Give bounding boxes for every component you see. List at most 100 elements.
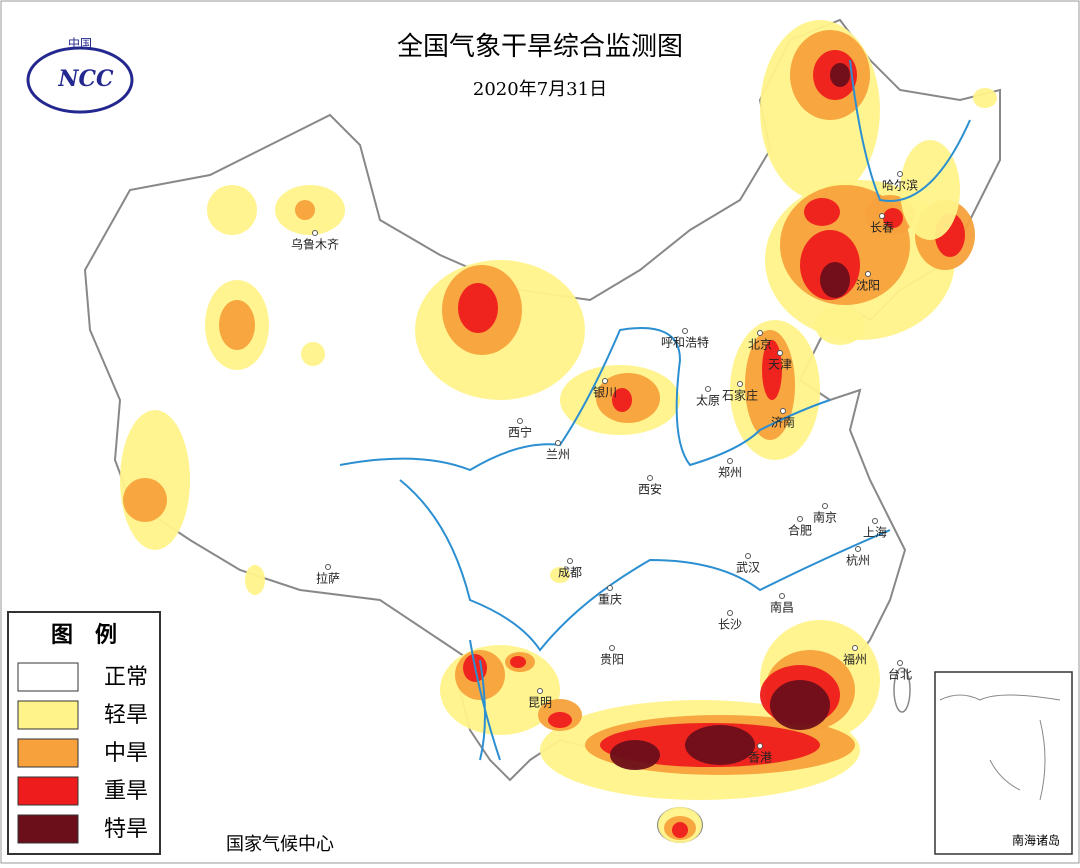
- drought-area: [815, 305, 865, 345]
- drought-area: [123, 478, 167, 522]
- drought-area: [245, 565, 265, 595]
- drought-area: [295, 200, 315, 220]
- city-dot: [897, 171, 903, 177]
- city-dot: [879, 213, 885, 219]
- city-label: 太原: [696, 393, 720, 408]
- legend-label: 中旱: [104, 741, 148, 766]
- city-dot: [727, 458, 733, 464]
- drought-area: [219, 300, 255, 350]
- city-dot: [555, 440, 561, 446]
- city-label: 呼和浩特: [661, 335, 709, 350]
- taiwan: [893, 667, 911, 713]
- city-dot: [607, 585, 613, 591]
- drought-area: [685, 725, 755, 765]
- city-dot: [897, 660, 903, 666]
- city-dot: [727, 610, 733, 616]
- city-label: 郑州: [718, 465, 742, 480]
- drought-area: [458, 283, 498, 333]
- city-label: 长沙: [718, 618, 742, 632]
- yangtze-river: [399, 479, 891, 652]
- city-dot: [537, 688, 543, 694]
- drought-area: [612, 388, 632, 412]
- city-dot: [822, 503, 828, 509]
- city-dot: [609, 645, 615, 651]
- city-dot: [777, 350, 783, 356]
- city-dot: [312, 230, 318, 236]
- drought-area: [770, 680, 830, 730]
- city-dot: [517, 418, 523, 424]
- city-label: 合肥: [788, 523, 812, 538]
- city-label: 贵阳: [600, 653, 624, 667]
- legend-swatch: [17, 738, 79, 768]
- legend-swatch: [17, 776, 79, 806]
- city-label: 西宁: [508, 425, 532, 440]
- yellow-river: [339, 327, 831, 472]
- map-date: 2020年7月31日: [473, 79, 607, 100]
- city-label: 福州: [843, 652, 867, 667]
- inset-label: 南海诸岛: [1012, 833, 1060, 848]
- city-label: 济南: [771, 415, 795, 430]
- drought-area: [301, 342, 325, 366]
- city-label: 银川: [593, 386, 617, 400]
- legend-swatch: [17, 700, 79, 730]
- legend-label: 正常: [104, 665, 148, 690]
- city-label: 南昌: [770, 600, 794, 615]
- legend-label: 轻旱: [104, 703, 148, 728]
- city-label: 上海: [863, 525, 887, 540]
- city-label: 兰州: [546, 448, 570, 462]
- city-label: 香港: [748, 751, 772, 765]
- city-dot: [779, 593, 785, 599]
- legend-swatch: [17, 814, 79, 844]
- legend-label: 特旱: [104, 817, 148, 842]
- city-label: 沈阳: [856, 278, 880, 293]
- southwest-rivers: [469, 639, 501, 761]
- legend-title: 图 例: [51, 622, 117, 648]
- city-dot: [797, 516, 803, 522]
- city-dot: [647, 475, 653, 481]
- city-label: 重庆: [598, 593, 622, 607]
- city-dot: [737, 381, 743, 387]
- logo-top: 中国: [68, 36, 92, 51]
- city-label: 杭州: [846, 553, 870, 568]
- logo-ring: [26, 46, 134, 114]
- city-dot: [682, 328, 688, 334]
- city-dot: [865, 271, 871, 277]
- city-label: 南京: [813, 510, 837, 525]
- city-label: 武汉: [736, 561, 760, 575]
- footer: 国家气候中心: [226, 834, 334, 855]
- legend-box: [7, 611, 161, 855]
- city-label: 石家庄: [722, 388, 758, 403]
- drought-area: [973, 88, 997, 108]
- drought-area: [510, 656, 526, 668]
- city-label: 北京: [748, 338, 772, 352]
- city-dot: [852, 645, 858, 651]
- city-label: 成都: [558, 566, 582, 580]
- city-label: 哈尔滨: [882, 178, 918, 193]
- city-dot: [705, 386, 711, 392]
- city-dot: [602, 378, 608, 384]
- drought-area: [672, 822, 688, 838]
- drought-area: [550, 567, 570, 583]
- drought-area: [883, 208, 903, 228]
- city-dot: [757, 330, 763, 336]
- city-dot: [757, 743, 763, 749]
- drought-area: [762, 340, 782, 400]
- logo-text: NCC: [57, 66, 114, 92]
- city-dot: [855, 546, 861, 552]
- drought-area: [120, 410, 190, 550]
- drought-area: [820, 262, 850, 298]
- city-label: 台北: [888, 667, 912, 682]
- city-label: 西安: [638, 482, 662, 497]
- rivers: [339, 59, 971, 761]
- city-label: 天津: [768, 358, 792, 372]
- city-label: 长春: [870, 221, 894, 235]
- city-dot: [745, 553, 751, 559]
- drought-area: [610, 740, 660, 770]
- legend-swatch: [17, 662, 79, 692]
- city-label: 乌鲁木齐: [291, 237, 339, 252]
- legend-label: 重旱: [104, 779, 148, 804]
- drought-area: [548, 712, 572, 728]
